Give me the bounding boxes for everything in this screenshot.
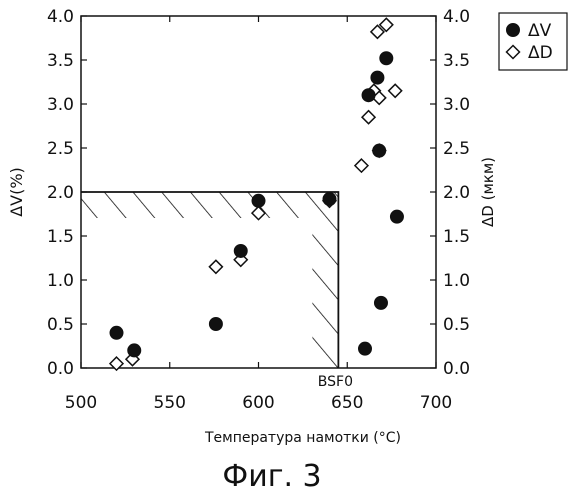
y-left-tick-label: 1.5 <box>47 227 74 247</box>
data-point-dv <box>128 344 141 357</box>
legend-label: ΔV <box>528 21 552 41</box>
x-tick-label: 550 <box>154 393 186 413</box>
data-point-dv <box>323 193 336 206</box>
y-right-tick-label: 2.0 <box>443 183 470 203</box>
y-right-tick-label: 0.5 <box>443 315 470 335</box>
y-right-tick-label: 1.5 <box>443 227 470 247</box>
y-left-tick-label: 3.0 <box>47 95 74 115</box>
x-tick-label: 600 <box>242 393 274 413</box>
data-point-dv <box>252 194 265 207</box>
y-left-tick-label: 1.0 <box>47 271 74 291</box>
x-axis-title: Температура намотки (°C) <box>204 430 401 446</box>
data-point-dv <box>380 52 393 65</box>
data-point-dv <box>390 210 403 223</box>
hatched-region <box>81 192 338 368</box>
y-left-tick-label: 0.5 <box>47 315 74 335</box>
annotation-bsf0: BSF0 <box>318 374 353 390</box>
hatch-boundary <box>81 192 338 368</box>
y-right-tick-label: 1.0 <box>443 271 470 291</box>
y-right-tick-label: 3.5 <box>443 51 470 71</box>
data-point-dd <box>355 159 368 172</box>
y-right-tick-label: 2.5 <box>443 139 470 159</box>
legend: ΔVΔD <box>499 13 567 70</box>
data-point-dv <box>362 89 375 102</box>
y-left-tick-label: 2.0 <box>47 183 74 203</box>
legend-label: ΔD <box>528 43 553 63</box>
data-point-dv <box>371 71 384 84</box>
legend-marker-dv <box>507 24 520 37</box>
x-tick-label: 700 <box>420 393 452 413</box>
x-tick-label: 650 <box>331 393 363 413</box>
x-tick-label: 500 <box>65 393 97 413</box>
y-left-tick-label: 4.0 <box>47 7 74 27</box>
data-point-dv <box>359 342 372 355</box>
data-point-dd <box>389 84 402 97</box>
y-right-tick-label: 4.0 <box>443 7 470 27</box>
y-axis-right-title: ΔD (мкм) <box>479 157 497 227</box>
data-point-dv <box>374 296 387 309</box>
data-point-dv <box>110 326 123 339</box>
hatch-fill <box>81 192 338 368</box>
y-right-tick-label: 3.0 <box>443 95 470 115</box>
figure-caption: Фиг. 3 <box>222 459 321 494</box>
y-left-tick-label: 3.5 <box>47 51 74 71</box>
y-right-tick-label: 0.0 <box>443 359 470 379</box>
y-left-tick-label: 0.0 <box>47 359 74 379</box>
y-axis-left-title: ΔV(%) <box>7 167 26 217</box>
data-point-dv <box>209 318 222 331</box>
y-left-tick-label: 2.5 <box>47 139 74 159</box>
data-point-dd <box>209 260 222 273</box>
data-point-dv <box>373 144 386 157</box>
data-point-dd <box>362 111 375 124</box>
data-point-dv <box>234 244 247 257</box>
